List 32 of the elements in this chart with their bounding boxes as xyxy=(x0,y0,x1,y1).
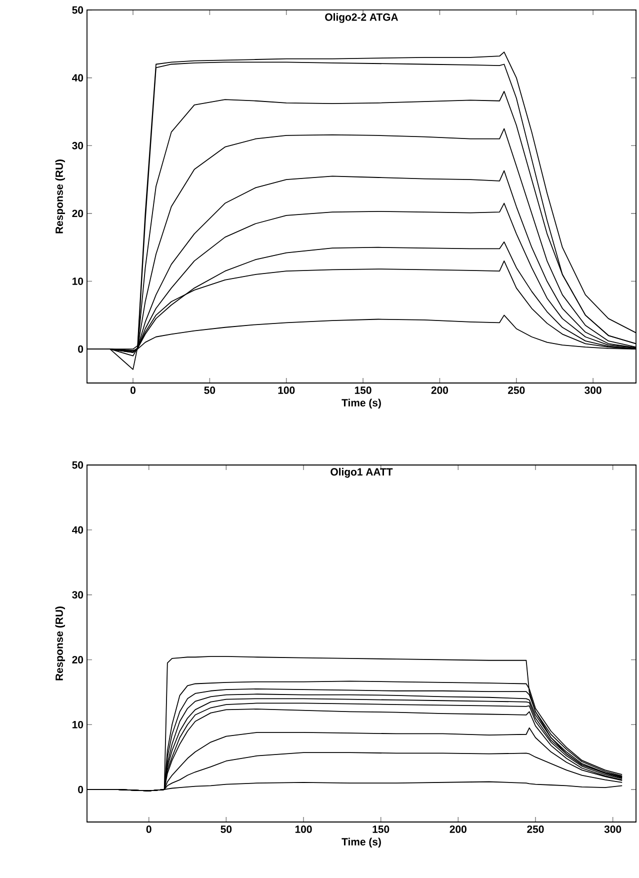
y-tick-label: 20 xyxy=(72,656,84,664)
x-tick-label: 0 xyxy=(130,386,136,394)
x-tick-label: 150 xyxy=(372,826,390,833)
x-axis-title: Time (s) xyxy=(342,838,381,848)
x-tick-label: 100 xyxy=(278,386,295,394)
y-tick-label: 10 xyxy=(72,720,84,728)
y-tick-label: 20 xyxy=(72,210,84,218)
y-tick-label: 30 xyxy=(72,591,84,599)
x-tick-label: 200 xyxy=(450,826,466,833)
y-tick-label: 50 xyxy=(72,461,84,469)
chart-title: Oligo2-2 ATGA xyxy=(325,13,398,23)
x-tick-label: 50 xyxy=(220,826,232,833)
x-tick-label: 250 xyxy=(527,826,544,833)
y-axis-title: Response (RU) xyxy=(55,160,66,234)
y-tick-label: 50 xyxy=(72,6,84,14)
x-tick-label: 50 xyxy=(204,386,216,394)
y-axis-title: Response (RU) xyxy=(55,606,66,680)
x-tick-label: 100 xyxy=(295,826,312,833)
y-tick-label: 0 xyxy=(78,345,84,353)
x-tick-label: 300 xyxy=(584,386,602,394)
y-tick-label: 30 xyxy=(72,142,84,150)
y-tick-label: 0 xyxy=(78,786,84,794)
x-tick-label: 200 xyxy=(431,386,448,394)
x-tick-label: 250 xyxy=(508,386,525,394)
chart-title: Oligo1 AATT xyxy=(330,468,393,478)
x-tick-label: 150 xyxy=(354,386,372,394)
x-axis-title: Time (s) xyxy=(342,398,381,409)
x-tick-label: 0 xyxy=(146,826,152,833)
y-tick-label: 40 xyxy=(72,74,84,82)
y-tick-label: 10 xyxy=(72,278,84,285)
x-tick-label: 300 xyxy=(604,826,622,833)
y-tick-label: 40 xyxy=(72,526,84,534)
